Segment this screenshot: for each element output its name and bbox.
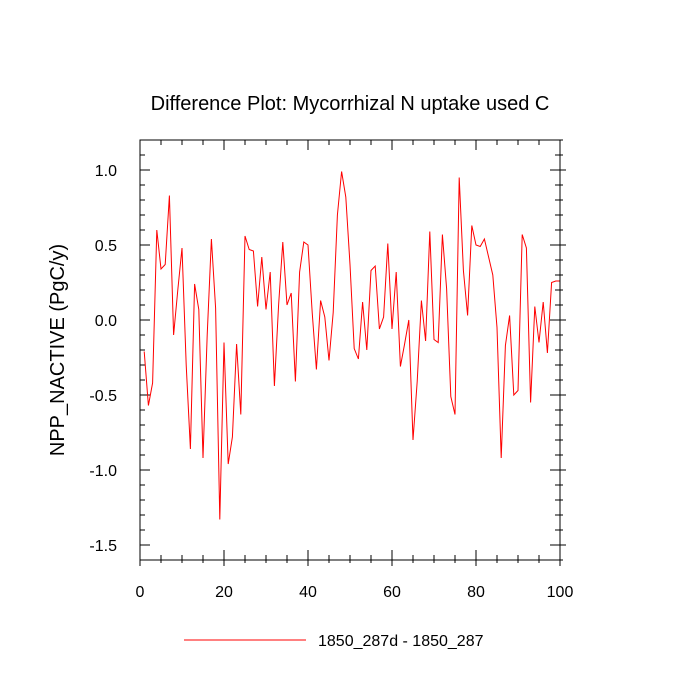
x-tick-label: 20 [215,584,233,601]
x-tick-label: 40 [299,584,317,601]
axis-ticks [139,139,566,566]
x-tick-label: 60 [383,584,401,601]
y-tick-label: 1.0 [95,163,117,180]
legend-label: 1850_287d - 1850_287 [318,633,484,650]
y-tick-label: -0.5 [89,388,117,405]
chart-title: Difference Plot: Mycorrhizal N uptake us… [151,93,550,115]
y-tick-label: -1.0 [89,463,117,480]
x-tick-label: 80 [467,584,485,601]
plot-frame [139,139,561,561]
y-tick-label: 0.5 [95,238,117,255]
x-tick-label: 0 [136,584,145,601]
x-tick-label: 100 [547,584,574,601]
tick-labels: 0 20 40 60 80 100 -1.5 -1.0 -0.5 0.0 0.5 1.0 [89,163,573,601]
y-tick-label: -1.5 [89,538,117,555]
series-layer [143,171,560,520]
y-axis-label: NPP_NACTIVE (PgC/y) [47,244,69,456]
y-tick-label: 0.0 [95,313,117,330]
series-line-0 [143,171,560,520]
legend: 1850_287d - 1850_287 [184,633,484,650]
